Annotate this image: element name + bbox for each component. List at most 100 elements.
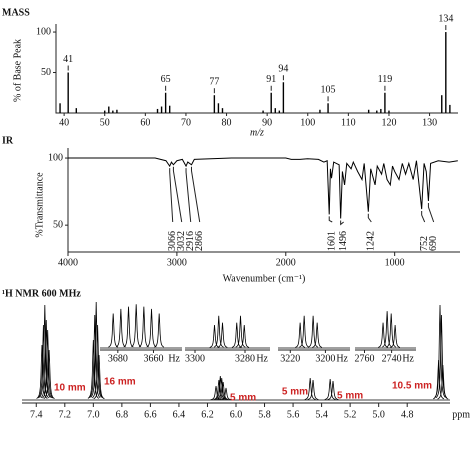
annotation: 3032	[176, 231, 187, 251]
integral-label: 5 mm	[230, 393, 256, 404]
x-tick-label: 80	[222, 117, 232, 128]
inset-peak	[209, 324, 220, 348]
annotation-leader	[340, 220, 344, 226]
integral-label: 10.5 mm	[392, 381, 432, 392]
annotation: 1242	[366, 231, 377, 251]
inset-peak	[239, 324, 250, 348]
x-tick-label: 3000	[167, 257, 187, 268]
y-tick-label: 100	[48, 152, 63, 163]
inset-peak	[213, 315, 224, 348]
inset-tick-label: 2740	[382, 353, 402, 364]
inset-peak	[312, 322, 323, 348]
inset-peak	[295, 322, 306, 348]
x-tick-label: 110	[341, 117, 356, 128]
peak	[217, 381, 229, 400]
peak	[40, 319, 52, 399]
peak	[42, 329, 54, 399]
annotation: 94	[278, 64, 288, 75]
x-axis-label: m/z	[250, 127, 264, 138]
x-axis-label: ppm	[452, 409, 470, 420]
inset-peak	[131, 304, 142, 348]
panel-title: IR	[2, 135, 14, 146]
x-tick-label: 130	[422, 117, 437, 128]
spectrum-line	[68, 157, 458, 219]
inset-peak	[299, 315, 310, 348]
y-tick-label: 100	[36, 26, 51, 37]
peak	[90, 301, 102, 398]
integral-label: 5 mm	[337, 391, 363, 402]
peak	[87, 339, 99, 399]
x-tick-label: 4.8	[401, 409, 414, 420]
inset-tick-label: 3220	[280, 353, 300, 364]
annotation-leader	[328, 216, 333, 223]
inset-tick-label: 3280	[235, 353, 255, 364]
peak	[434, 304, 446, 398]
inset-peak	[138, 306, 149, 348]
x-tick-label: 6.6	[144, 409, 157, 420]
x-tick-label: 6.0	[230, 409, 243, 420]
inset-tick-label: 2760	[354, 353, 374, 364]
inset-peak	[108, 313, 119, 348]
inset-peak	[308, 315, 319, 348]
inset-peak	[115, 308, 126, 348]
inset-peak	[217, 322, 228, 348]
axis	[55, 24, 458, 114]
x-tick-label: 70	[181, 117, 191, 128]
inset-peak	[231, 322, 242, 348]
annotation-leader	[421, 211, 426, 223]
annotation: 2866	[194, 231, 205, 251]
peak	[91, 324, 104, 399]
y-tick-label: 50	[53, 219, 63, 230]
y-axis-label: %Transmittance	[34, 172, 45, 238]
peak	[304, 377, 316, 400]
inset-unit: Hz	[336, 353, 348, 364]
inset-peak	[146, 308, 157, 348]
annotation: 41	[63, 54, 73, 65]
inset-unit: Hz	[256, 353, 268, 364]
x-tick-label: 5.6	[287, 409, 300, 420]
peak	[37, 324, 50, 399]
panel-title: ¹H NMR 600 MHz	[2, 288, 81, 299]
x-tick-label: 1000	[385, 257, 405, 268]
x-tick-label: 4000	[58, 257, 78, 268]
inset-peak	[386, 313, 397, 348]
peak	[327, 380, 339, 400]
x-tick-label: 5.0	[372, 409, 385, 420]
inset-peak	[123, 306, 134, 348]
x-tick-label: 7.0	[87, 409, 100, 420]
x-tick-label: 50	[100, 117, 110, 128]
inset-peak	[154, 313, 165, 348]
inset-tick-label: 3300	[185, 353, 205, 364]
annotation: 77	[209, 76, 219, 87]
inset-peak	[235, 315, 246, 348]
annotation-leader	[190, 166, 201, 223]
inset-tick-label: 3680	[108, 353, 128, 364]
peak	[213, 379, 225, 400]
annotation-leader	[169, 168, 174, 223]
integral-label: 10 mm	[54, 383, 86, 394]
annotation: 1601	[327, 231, 338, 251]
integral-label: 16 mm	[104, 377, 136, 388]
annotation-leader	[185, 168, 192, 223]
x-tick-label: 60	[140, 117, 150, 128]
inset-unit: Hz	[168, 353, 180, 364]
peak	[43, 349, 55, 399]
peak	[220, 387, 232, 401]
peak	[93, 354, 105, 400]
x-tick-label: 7.4	[30, 409, 43, 420]
inset-tick-label: 3200	[315, 353, 335, 364]
x-tick-label: 5.2	[344, 409, 357, 420]
annotation: 65	[161, 74, 171, 85]
inset-peak	[382, 311, 393, 348]
inset-peak	[378, 322, 388, 348]
annotation: 1496	[338, 231, 349, 251]
x-tick-label: 6.2	[201, 409, 214, 420]
integral-label: 5 mm	[282, 387, 308, 398]
x-tick-label: 40	[59, 117, 69, 128]
annotation: 134	[438, 13, 453, 24]
inset-unit: Hz	[402, 353, 414, 364]
inset-tick-label: 3660	[143, 353, 163, 364]
peak	[437, 364, 449, 400]
